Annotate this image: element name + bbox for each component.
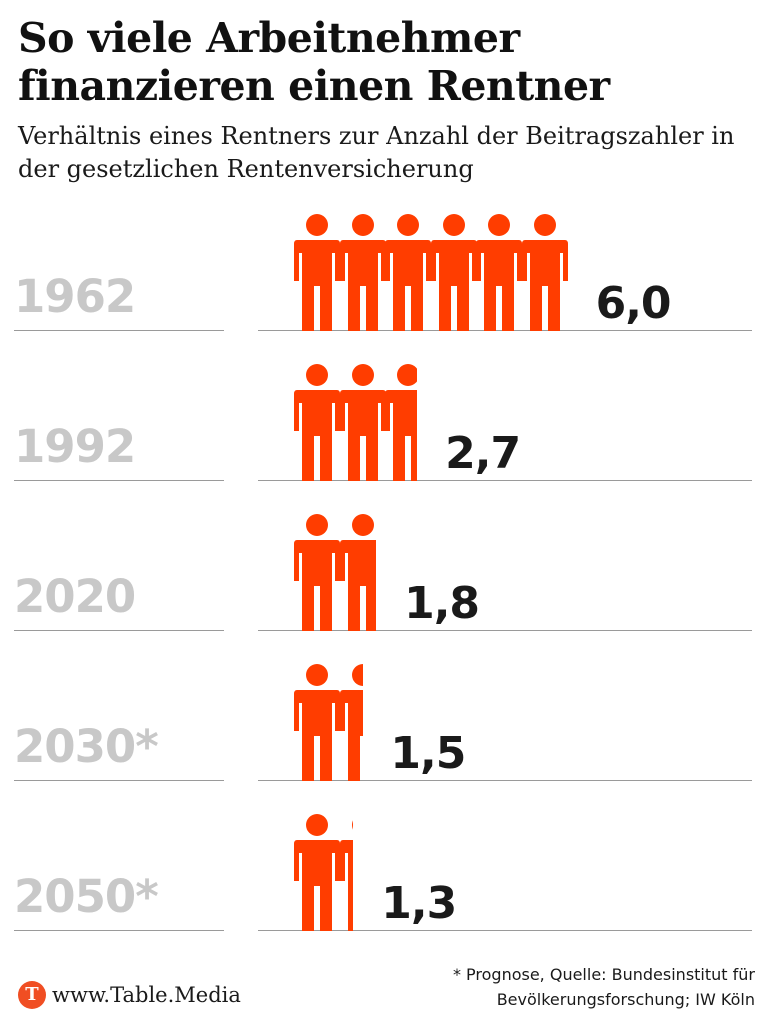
year-label: 2020 [14, 570, 136, 623]
row-divider-left [14, 330, 224, 331]
person-icon [294, 814, 340, 931]
person-icon [385, 214, 432, 331]
person-icon [339, 364, 386, 481]
person-icon [476, 214, 523, 331]
person-icon [294, 664, 340, 781]
pictogram-chart: 1962 6,0 1992 2,7 2020 1,8 2030* 1,5 2050* 1,3 [0, 200, 777, 940]
footer-source-note: * Prognose, Quelle: Bundesinstitut für B… [375, 962, 755, 1012]
person-icon [339, 664, 363, 781]
row-divider-right [258, 780, 752, 781]
row-divider-left [14, 780, 224, 781]
person-icon [385, 364, 418, 481]
person-icon [294, 364, 340, 481]
value-label: 1,3 [381, 878, 457, 929]
table-media-logo-icon: T [18, 981, 46, 1009]
row-divider-left [14, 930, 224, 931]
chart-row: 2020 1,8 [0, 500, 777, 650]
chart-subtitle: Verhältnis eines Rentners zur Anzahl der… [18, 122, 735, 183]
person-icon [339, 214, 386, 331]
year-label: 1962 [14, 270, 136, 323]
person-icon [522, 214, 568, 331]
row-divider-right [258, 630, 752, 631]
person-icon [294, 514, 340, 631]
footer-note-line-1: * Prognose, Quelle: Bundesinstitut für [452, 965, 755, 984]
row-divider-right [258, 480, 752, 481]
value-label: 2,7 [445, 428, 521, 479]
chart-row: 2030* 1,5 [0, 650, 777, 800]
footer-brand: www.Table.Media [52, 983, 241, 1007]
row-divider-left [14, 630, 224, 631]
person-icon [294, 214, 340, 331]
year-label: 1992 [14, 420, 136, 473]
value-label: 1,5 [390, 728, 466, 779]
chart-row: 2050* 1,3 [0, 800, 777, 950]
logo-letter: T [25, 984, 39, 1005]
chart-row: 1992 2,7 [0, 350, 777, 500]
chart-title: So viele Arbeitnehmer finanzieren einen … [18, 14, 610, 110]
value-label: 6,0 [595, 278, 672, 329]
row-divider-right [258, 930, 752, 931]
row-divider-left [14, 480, 224, 481]
chart-row: 1962 6,0 [0, 200, 777, 350]
year-label: 2030* [14, 720, 159, 773]
year-label: 2050* [14, 870, 159, 923]
person-icon [430, 214, 477, 331]
person-icon [339, 814, 354, 931]
footer-note-line-2: Bevölkerungsforschung; IW Köln [496, 990, 755, 1009]
value-label: 1,8 [404, 578, 480, 629]
person-icon [339, 514, 377, 631]
